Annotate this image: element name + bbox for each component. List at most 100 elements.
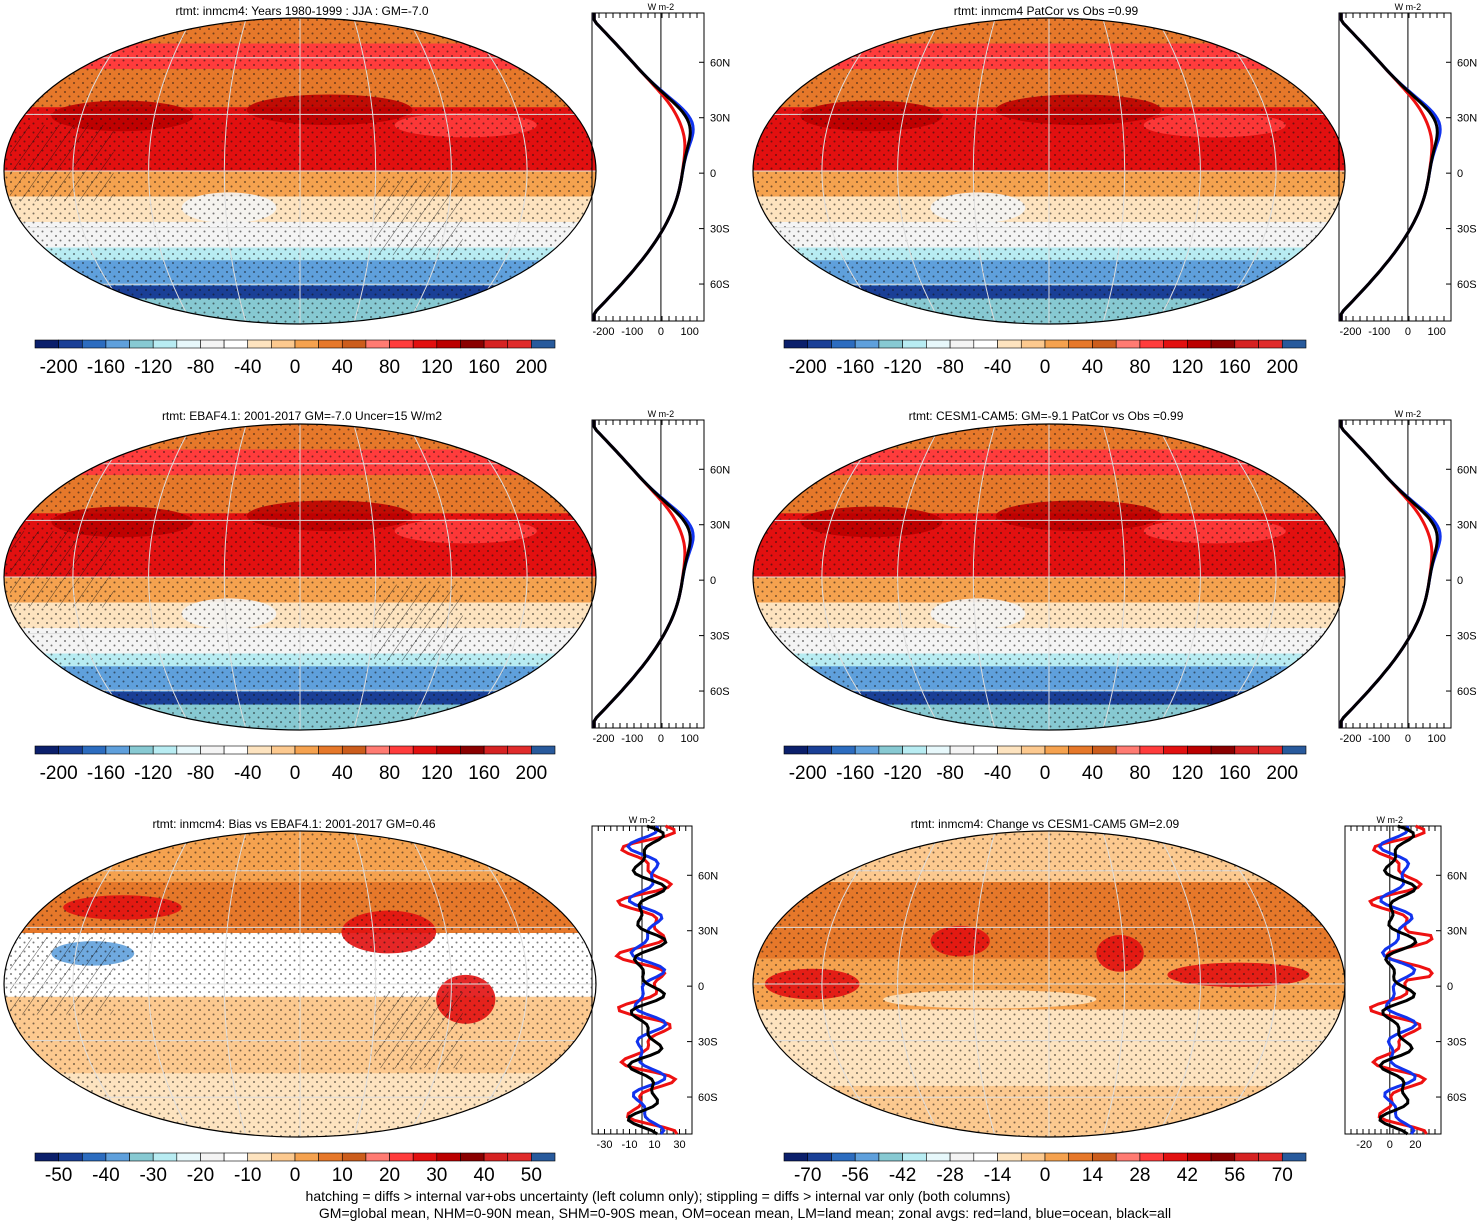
zonal-series-land [592, 13, 687, 321]
colorbar-swatch [878, 339, 903, 349]
colorbar-tick-label: 160 [468, 357, 500, 378]
colorbar-tick-label: 30 [426, 1165, 447, 1186]
colorbar-swatch [294, 745, 319, 755]
map-hatching [374, 584, 463, 662]
zonal-x-tick: 20 [1409, 1139, 1421, 1151]
colorbar-swatch [436, 339, 461, 349]
colorbar-tick-label: -80 [187, 357, 214, 378]
colorbar-swatch [34, 1152, 59, 1162]
colorbar-swatch [318, 745, 343, 755]
zonal-lat-label: 0 [1457, 575, 1463, 587]
map-gridline [148, 424, 193, 730]
colorbar-tick-label: -160 [836, 763, 874, 784]
colorbar-swatch [247, 745, 272, 755]
panel-2-map [752, 17, 1346, 325]
zonal-lat-label: 60S [698, 1092, 718, 1104]
map-border [3, 423, 597, 731]
colorbar-swatch [436, 1152, 461, 1162]
zonal-x-tick: -200 [1339, 326, 1361, 338]
colorbar-swatch [1187, 745, 1212, 755]
zonal-series-land [1368, 824, 1434, 1135]
colorbar-swatch [436, 745, 461, 755]
colorbar-swatch [507, 745, 532, 755]
zonal-units-label: W m-2 [648, 409, 675, 419]
map-gridline [1102, 18, 1126, 324]
colorbar-swatch [507, 339, 532, 349]
colorbar-swatch [81, 745, 107, 755]
colorbar-swatch [1210, 1152, 1236, 1162]
colorbar-swatch [58, 339, 83, 349]
zonal-x-tick: -30 [597, 1139, 613, 1151]
zonal-lat-label: 30S [710, 224, 730, 236]
colorbar-swatch [1044, 745, 1070, 755]
colorbar-tick-label: -160 [836, 357, 874, 378]
map-gridline [1156, 831, 1201, 1137]
map-gridline [821, 424, 889, 730]
zonal-frame [591, 419, 705, 729]
colorbar-tick-label: -200 [789, 763, 827, 784]
colorbar-swatch [973, 1152, 998, 1162]
zonal-series-land [614, 824, 679, 1135]
colorbar-swatch [58, 745, 83, 755]
zonal-lat-label: 0 [698, 981, 704, 993]
map-gridline [1102, 831, 1126, 1137]
colorbar-swatch [152, 1152, 178, 1162]
colorbar-swatch [389, 1152, 414, 1162]
colorbar-swatch [129, 1152, 154, 1162]
colorbar-swatch [878, 745, 903, 755]
colorbar-swatch [223, 745, 249, 755]
zonal-x-tick: -100 [621, 733, 643, 745]
zonal-lat-label: 60N [1457, 464, 1477, 476]
panel-6-colorbar: -70 -56 -42 -28 -14 0 14 28 42 56 70 [783, 1152, 1307, 1186]
colorbar-swatch [926, 339, 951, 349]
colorbar-swatch [1210, 339, 1236, 349]
colorbar-swatch [1234, 339, 1259, 349]
zonal-x-tick: 0 [658, 733, 664, 745]
colorbar-swatch [902, 745, 927, 755]
map-gridline [407, 18, 452, 324]
zonal-units-label: W m-2 [1395, 409, 1422, 419]
colorbar-swatch [81, 339, 107, 349]
colorbar-tick-label: 50 [521, 1165, 542, 1186]
colorbar-swatch [1092, 1152, 1117, 1162]
zonal-lat-label: 60N [1447, 870, 1467, 882]
colorbar-tick-label: -28 [936, 1165, 963, 1186]
map-gridline [72, 424, 140, 730]
zonal-x-tick: 0 [1405, 326, 1411, 338]
panel-5-colorbar: -50 -40 -30 -20 -10 0 10 20 30 40 50 [34, 1152, 556, 1186]
colorbar-swatch [81, 1152, 107, 1162]
colorbar-swatch [831, 339, 856, 349]
colorbar-swatch [271, 745, 296, 755]
colorbar-swatch [531, 745, 556, 755]
map-gridline [972, 424, 996, 730]
zonal-x-tick: -10 [622, 1139, 638, 1151]
colorbar-tick-label: -40 [234, 763, 261, 784]
map-gridline [1209, 424, 1277, 730]
colorbar-swatch [176, 1152, 201, 1162]
colorbar-swatch [1139, 339, 1164, 349]
colorbar-swatch [176, 745, 201, 755]
colorbar-tick-label: -40 [984, 357, 1011, 378]
colorbar-swatch [1020, 339, 1046, 349]
colorbar-swatch [807, 1152, 832, 1162]
colorbar-swatch [129, 745, 154, 755]
colorbar-swatch [783, 339, 809, 349]
map-gridline [821, 831, 889, 1137]
colorbar-swatch [1020, 1152, 1046, 1162]
zonal-x-tick: -200 [592, 733, 614, 745]
zonal-x-tick: -100 [1368, 733, 1390, 745]
colorbar-swatch [271, 1152, 296, 1162]
panel-4: rtmt: CESM1-CAM5: GM=-9.1 PatCor vs Obs … [752, 409, 1477, 784]
colorbar-tick-label: -14 [984, 1165, 1012, 1186]
colorbar-tick-label: 160 [1219, 763, 1251, 784]
colorbar-swatch [997, 1152, 1022, 1162]
colorbar-tick-label: 0 [290, 763, 301, 784]
zonal-series-all [626, 824, 668, 1136]
colorbar-tick-label: -120 [134, 357, 172, 378]
footnote-hatching: hatching = diffs > internal var+obs unce… [306, 1188, 1011, 1204]
panel-6: rtmt: inmcm4: Change vs CESM1-CAM5 GM=2.… [752, 815, 1467, 1186]
zonal-lat-label: 0 [710, 575, 716, 587]
colorbar-tick-label: -50 [45, 1165, 72, 1186]
colorbar-tick-label: 40 [332, 763, 353, 784]
panel-6-map [752, 830, 1346, 1138]
